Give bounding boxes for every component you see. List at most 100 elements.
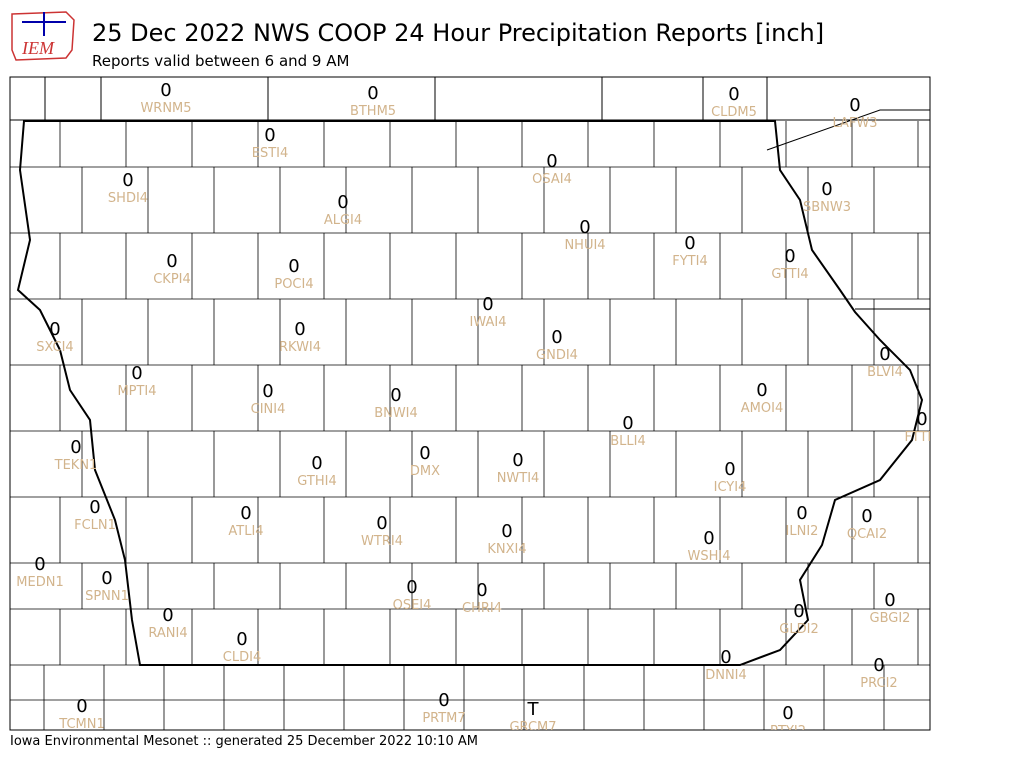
station-value: 0 — [916, 409, 927, 430]
station-value: 0 — [501, 521, 512, 542]
station-value: 0 — [160, 80, 171, 101]
logo: IEM — [11, 11, 75, 61]
station-value: 0 — [756, 380, 767, 401]
station-id: ATLI4 — [228, 524, 263, 539]
station-value: 0 — [101, 568, 112, 589]
station-id: BLVI4 — [867, 365, 903, 380]
station-id: WTRI4 — [361, 534, 403, 549]
station-id: MEDN1 — [16, 575, 63, 590]
state-border — [16, 120, 924, 666]
station-value: 0 — [849, 95, 860, 116]
station-id: BTHM5 — [350, 104, 396, 119]
station-id: CINI4 — [251, 402, 286, 417]
station-id: FTTI4 — [904, 430, 939, 445]
station-value: 0 — [89, 497, 100, 518]
title: 25 Dec 2022 NWS COOP 24 Hour Precipitati… — [92, 19, 824, 47]
station-id: CHRI4 — [462, 601, 502, 616]
station-id: PRTM7 — [422, 711, 465, 726]
station-value: T — [527, 699, 540, 720]
station-id: RTYI2 — [770, 724, 806, 739]
station-value: 0 — [376, 513, 387, 534]
station-id: TCMN1 — [58, 717, 104, 732]
station-value: 0 — [724, 459, 735, 480]
station-id: CKPI4 — [153, 272, 191, 287]
station-value: 0 — [337, 192, 348, 213]
station-id: GLDI2 — [779, 622, 818, 637]
station-id: OSEI4 — [393, 598, 432, 613]
station-value: 0 — [34, 554, 45, 575]
station-id: GTHI4 — [297, 474, 336, 489]
station-value: 0 — [861, 506, 872, 527]
station-id: POCI4 — [274, 277, 313, 292]
station-value: 0 — [482, 294, 493, 315]
station-value: 0 — [684, 233, 695, 254]
station-value: 0 — [884, 590, 895, 611]
station-value: 0 — [406, 577, 417, 598]
subtitle: Reports valid between 6 and 9 AM — [92, 52, 349, 70]
station-value: 0 — [122, 170, 133, 191]
station-value: 0 — [784, 246, 795, 267]
station-id: GBGI2 — [870, 611, 911, 626]
station-value: 0 — [821, 179, 832, 200]
station-id: BLLI4 — [610, 434, 646, 449]
station-id: NHUI4 — [564, 238, 605, 253]
station-id: FCLN1 — [74, 518, 116, 533]
station-value: 0 — [262, 381, 273, 402]
station-id: IWAI4 — [470, 315, 507, 330]
logo-text: IEM — [21, 38, 55, 58]
station-value: 0 — [728, 84, 739, 105]
station-value: 0 — [264, 125, 275, 146]
station-id: SHDI4 — [108, 191, 148, 206]
footer: Iowa Environmental Mesonet :: generated … — [10, 734, 478, 749]
station-id: WRNM5 — [140, 101, 191, 116]
station-id: MPTI4 — [117, 384, 156, 399]
station-value: 0 — [70, 437, 81, 458]
station-id: ALGI4 — [324, 213, 362, 228]
station-value: 0 — [873, 655, 884, 676]
station-id: CLDM5 — [711, 105, 757, 120]
station-value: 0 — [49, 319, 60, 340]
station-id: DNNI4 — [705, 668, 747, 683]
station-id: WSHI4 — [688, 549, 731, 564]
station-value: 0 — [438, 690, 449, 711]
station-id: SXCI4 — [36, 340, 73, 355]
station-value: 0 — [162, 605, 173, 626]
station-value: 0 — [551, 327, 562, 348]
station-id: BNWI4 — [374, 406, 418, 421]
station-value: 0 — [476, 580, 487, 601]
station-id: GNDI4 — [536, 348, 578, 363]
station-value: 0 — [367, 83, 378, 104]
station-id: RANI4 — [148, 626, 187, 641]
station-value: 0 — [390, 385, 401, 406]
station-value: 0 — [419, 443, 430, 464]
station-value: 0 — [76, 696, 87, 717]
station-id: DMX — [410, 464, 440, 479]
station-id: ICYI4 — [714, 480, 747, 495]
station-id: NWTI4 — [497, 471, 540, 486]
station-id: KNXI4 — [487, 542, 526, 557]
station-value: 0 — [294, 319, 305, 340]
neighbor-borders — [10, 77, 930, 310]
station-id: CLDI4 — [223, 650, 261, 665]
map-frame — [9, 76, 931, 731]
station-id: SPNN1 — [85, 589, 129, 604]
station-id: QCAI2 — [847, 527, 887, 542]
station-value: 0 — [311, 453, 322, 474]
station-value: 0 — [288, 256, 299, 277]
station-value: 0 — [793, 601, 804, 622]
station-value: 0 — [240, 503, 251, 524]
station-value: 0 — [879, 344, 890, 365]
station-id: SBNW3 — [803, 200, 851, 215]
station-id: ILNI2 — [786, 524, 819, 539]
station-value: 0 — [131, 363, 142, 384]
station-id: ESTI4 — [252, 146, 289, 161]
station-id: OSAI4 — [532, 172, 572, 187]
station-value: 0 — [720, 647, 731, 668]
station-value: 0 — [166, 251, 177, 272]
station-value: 0 — [236, 629, 247, 650]
station-id: PRCI2 — [860, 676, 897, 691]
station-value: 0 — [512, 450, 523, 471]
station-value: 0 — [796, 503, 807, 524]
